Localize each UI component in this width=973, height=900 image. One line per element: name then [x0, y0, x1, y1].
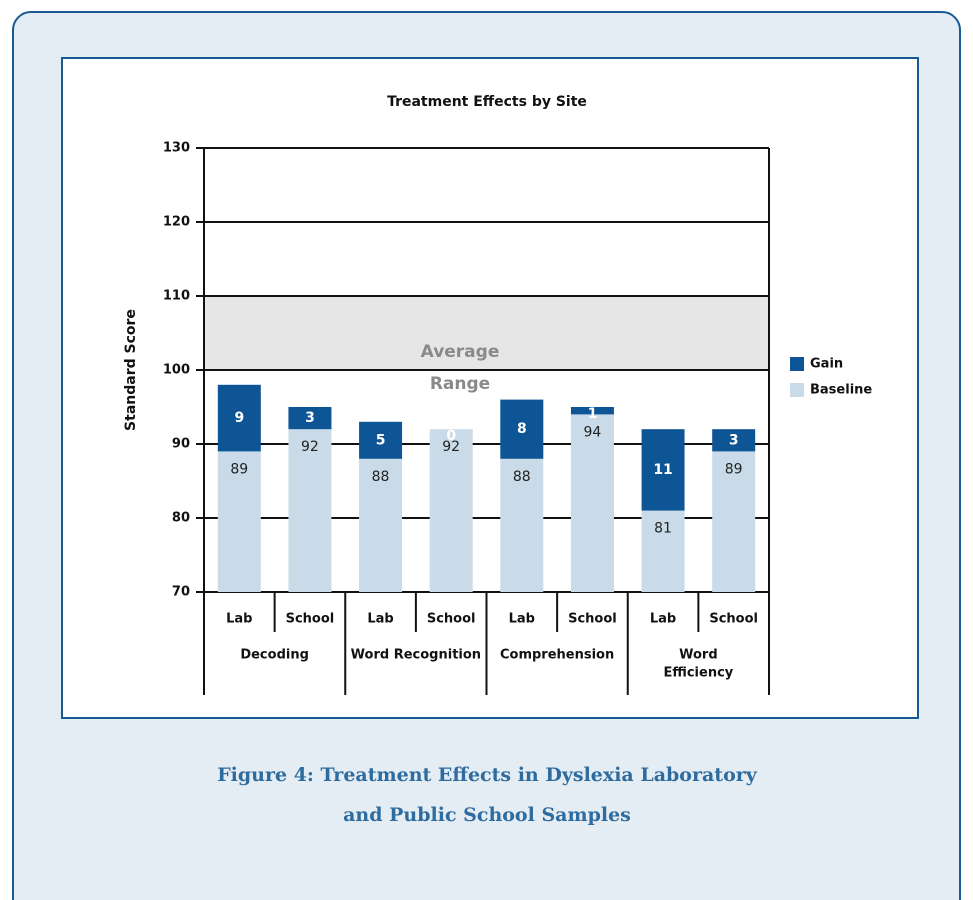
x-tick-label: School — [568, 612, 617, 627]
bar-segment — [217, 451, 261, 592]
bar-segment — [500, 458, 544, 592]
bar-segment — [641, 429, 685, 511]
value-label: 94 — [584, 424, 602, 440]
value-label: 88 — [372, 469, 390, 485]
legend-swatch — [790, 357, 804, 371]
bar-segment — [288, 407, 332, 430]
value-label: 0 — [446, 428, 456, 444]
group-label: Comprehension — [500, 648, 614, 663]
bar-segment — [712, 429, 756, 452]
bar-segment — [288, 429, 332, 592]
y-tick-label: 90 — [172, 437, 190, 452]
y-tick-label: 120 — [163, 215, 190, 230]
value-label: 88 — [513, 469, 531, 485]
value-label: 81 — [654, 521, 672, 537]
value-label: 8 — [517, 421, 527, 437]
value-label: 89 — [725, 461, 743, 477]
x-tick-label: School — [709, 612, 758, 627]
bar-segment — [641, 510, 685, 592]
group-label: Word — [679, 648, 718, 663]
bar-segment — [429, 429, 473, 592]
x-tick-label: Lab — [226, 612, 252, 627]
caption: Figure 4: Treatment Effects in Dyslexia … — [217, 764, 758, 786]
y-tick-label: 110 — [163, 289, 190, 304]
band-label: Average — [421, 342, 500, 362]
caption: and Public School Samples — [343, 804, 631, 826]
value-label: 89 — [230, 461, 248, 477]
chart-title: Treatment Effects by Site — [387, 94, 587, 110]
x-tick-label: School — [427, 612, 476, 627]
x-tick-label: Lab — [650, 612, 676, 627]
x-tick-label: Lab — [509, 612, 535, 627]
x-tick-label: School — [286, 612, 335, 627]
bar-segment — [359, 458, 403, 592]
bar-segment — [570, 407, 614, 415]
value-label: 5 — [376, 432, 386, 448]
value-label: 92 — [301, 439, 319, 455]
legend-swatch — [790, 383, 804, 397]
y-tick-label: 100 — [163, 363, 190, 378]
value-label: 3 — [729, 432, 739, 448]
y-tick-label: 70 — [172, 585, 190, 600]
group-label: Decoding — [240, 648, 309, 663]
bar-segment — [217, 384, 261, 452]
legend-label: Baseline — [810, 383, 872, 398]
value-label: 11 — [653, 462, 672, 478]
value-label: 1 — [588, 406, 598, 422]
bar-segment — [500, 399, 544, 459]
bar-segment — [570, 414, 614, 592]
band-label: Range — [430, 374, 490, 394]
y-tick-label: 80 — [172, 511, 190, 526]
average-band — [204, 296, 769, 370]
group-label: Word Recognition — [351, 648, 481, 663]
x-tick-label: Lab — [367, 612, 393, 627]
value-label: 3 — [305, 410, 315, 426]
group-label: Efficiency — [663, 666, 733, 681]
y-tick-label: 130 — [163, 141, 190, 156]
bar-segment — [359, 421, 403, 459]
value-label: 92 — [442, 439, 460, 455]
legend-label: Gain — [810, 357, 843, 372]
y-axis-label: Standard Score — [123, 309, 139, 431]
value-label: 9 — [234, 410, 244, 426]
bar-segment — [712, 451, 756, 592]
